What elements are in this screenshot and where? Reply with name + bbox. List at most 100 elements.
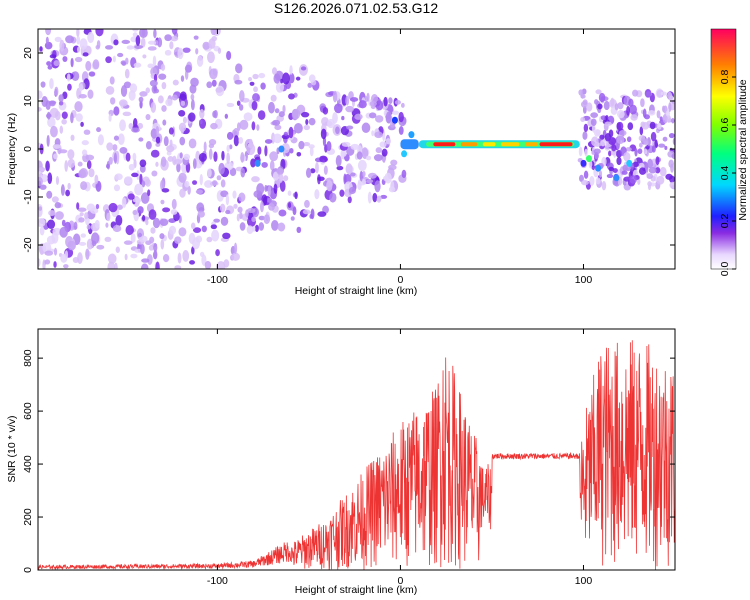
noise-blob [326, 141, 332, 152]
noise-blob [46, 61, 52, 66]
noise-blob [147, 189, 151, 197]
noise-blob [152, 217, 161, 229]
noise-blob [127, 193, 135, 200]
noise-blob [211, 229, 220, 242]
noise-blob [137, 206, 144, 214]
noise-blob [184, 180, 190, 188]
noise-blob [174, 265, 182, 269]
noise-blob [147, 63, 154, 69]
noise-blob [669, 181, 675, 189]
signal-onset [400, 139, 419, 150]
noise-blob [84, 212, 89, 220]
noise-blob [257, 110, 266, 120]
noise-blob [254, 224, 259, 233]
noise-blob [192, 227, 202, 233]
noise-blob [278, 209, 287, 217]
noise-blob [341, 151, 347, 157]
noise-blob [178, 172, 187, 183]
signal-blob [613, 174, 620, 182]
noise-blob [628, 98, 634, 107]
noise-blob [150, 227, 156, 234]
signal-blob [626, 159, 633, 167]
noise-blob [616, 156, 622, 166]
noise-blob [195, 48, 199, 55]
noise-blob [218, 162, 225, 175]
noise-blob [77, 161, 83, 167]
noise-blob [63, 264, 69, 269]
noise-blob [140, 37, 146, 48]
noise-blob [233, 135, 239, 147]
signal-blob [391, 116, 398, 124]
noise-blob [138, 137, 144, 142]
noise-blob [166, 145, 175, 153]
noise-blob [160, 239, 165, 250]
noise-blob [600, 115, 607, 121]
noise-blob [157, 37, 163, 48]
noise-blob [639, 126, 644, 136]
noise-blob [40, 81, 46, 88]
noise-blob [58, 94, 64, 102]
noise-blob [224, 113, 229, 119]
noise-blob [44, 250, 54, 256]
noise-blob [627, 122, 634, 131]
noise-blob [288, 72, 295, 84]
noise-blob [85, 60, 92, 71]
noise-blob [149, 79, 158, 87]
noise-blob [160, 179, 165, 191]
noise-blob [588, 159, 593, 169]
noise-blob [219, 203, 226, 213]
noise-blob [288, 126, 294, 139]
noise-blob [666, 91, 673, 100]
noise-blob [46, 219, 56, 229]
noise-blob [113, 135, 120, 141]
noise-blob [159, 218, 169, 227]
noise-blob [162, 207, 171, 213]
noise-blob [314, 189, 320, 200]
noise-blob [165, 98, 173, 107]
noise-blob [359, 170, 363, 182]
noise-blob [267, 185, 272, 197]
noise-blob [201, 225, 207, 233]
noise-blob [646, 173, 654, 180]
noise-blob [164, 34, 172, 42]
noise-blob [240, 152, 245, 163]
noise-blob [195, 235, 203, 243]
noise-blob [108, 156, 113, 165]
noise-blob [368, 112, 377, 119]
noise-blob [95, 29, 104, 37]
noise-blob [110, 97, 116, 105]
noise-blob [172, 155, 177, 166]
noise-blob [203, 141, 207, 153]
noise-blob [578, 89, 584, 96]
colorbar-tick-label: 0.2 [719, 214, 731, 229]
noise-blob [204, 180, 213, 188]
noise-blob [308, 144, 315, 149]
noise-blob [74, 101, 83, 113]
noise-blob [121, 39, 131, 45]
noise-blob [608, 150, 612, 157]
noise-blob [147, 40, 157, 45]
noise-blob [132, 29, 139, 32]
noise-blob [578, 174, 584, 183]
noise-blob [54, 86, 59, 97]
noise-blob [651, 145, 656, 153]
noise-blob [257, 146, 262, 155]
noise-blob [273, 73, 281, 84]
noise-blob [278, 111, 285, 118]
noise-blob [656, 175, 665, 185]
noise-blob [317, 176, 325, 182]
noise-blob [77, 207, 87, 212]
noise-blob [209, 68, 218, 80]
noise-blob [394, 99, 401, 105]
noise-blob [659, 166, 667, 177]
noise-blob [583, 123, 589, 133]
noise-blob [246, 143, 256, 156]
noise-blob [151, 170, 158, 177]
noise-blob [647, 181, 652, 187]
noise-blob [148, 244, 154, 251]
noise-blob [655, 156, 660, 166]
noise-blob [145, 219, 149, 226]
noise-blob [80, 233, 87, 238]
noise-blob [594, 129, 601, 137]
